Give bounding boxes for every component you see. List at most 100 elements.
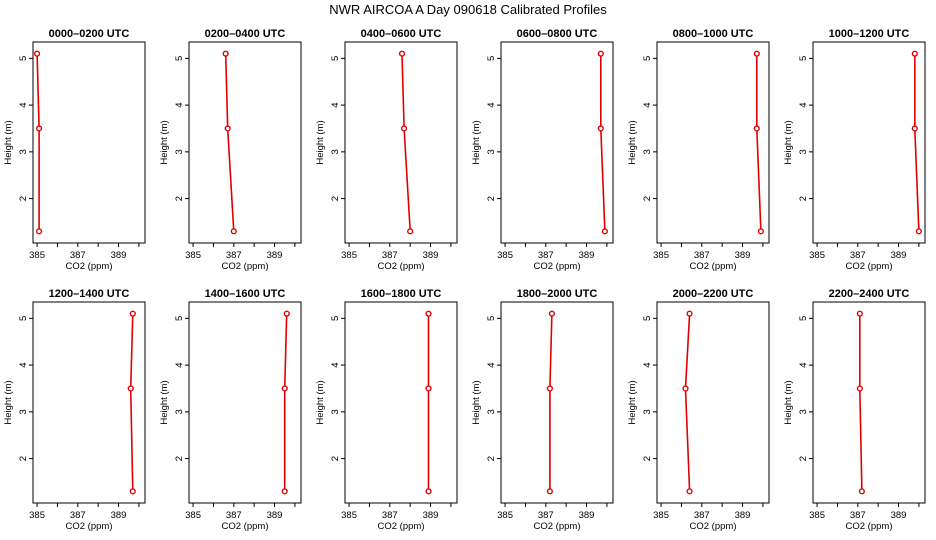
profile-panel: 1000–1200 UTC 385 387 389 2 3 4 5 CO2 (ppm) Heigh… (783, 28, 926, 272)
plot-frame (656, 41, 770, 244)
x-tick-label: 385 (341, 510, 357, 521)
data-point (400, 125, 408, 132)
plot-frame (188, 41, 302, 244)
y-tick-label: 3 (798, 149, 809, 154)
y-tick-label: 2 (18, 456, 29, 461)
y-tick-label: 4 (798, 102, 809, 107)
y-tick-label: 2 (330, 196, 341, 201)
x-tick-label: 385 (653, 250, 669, 261)
panel-title: 0400–0600 UTC (361, 28, 442, 40)
x-tick-label: 387 (538, 510, 554, 521)
profile-panel: 0400–0600 UTC 385 387 389 2 3 4 5 CO2 (ppm) Heigh… (315, 28, 458, 272)
y-tick-label: 2 (642, 196, 653, 201)
x-tick-label: 389 (735, 250, 751, 261)
panel-title: 0600–0800 UTC (517, 28, 598, 40)
data-point (548, 310, 556, 317)
y-tick-label: 4 (174, 362, 185, 367)
x-tick-label: 387 (850, 510, 866, 521)
y-tick-label: 4 (486, 102, 497, 107)
series-line (283, 313, 288, 492)
data-point (597, 125, 604, 132)
y-tick-label: 3 (486, 149, 497, 154)
x-tick-label: 387 (382, 510, 398, 521)
series-line (224, 53, 235, 232)
y-tick-label: 4 (798, 362, 809, 367)
series-line (755, 53, 762, 232)
x-tick-label: 389 (423, 250, 439, 261)
series-line (684, 313, 691, 492)
y-tick-label: 5 (330, 56, 341, 61)
y-tick-label: 2 (798, 196, 809, 201)
x-tick-label: 385 (809, 250, 825, 261)
profile-panel: 2200–2400 UTC 385 387 389 2 3 4 5 CO2 (ppm) Heigh… (783, 288, 926, 532)
data-point (915, 228, 922, 235)
y-tick-label: 5 (18, 56, 29, 61)
y-axis-label: Height (m) (315, 120, 326, 164)
data-point (283, 310, 290, 317)
data-point (36, 228, 43, 235)
data-point (753, 125, 760, 132)
series-line (549, 313, 553, 492)
y-axis-label: Height (m) (627, 380, 638, 424)
y-tick-label: 5 (486, 316, 497, 321)
profile-panel: 0200–0400 UTC 385 387 389 2 3 4 5 CO2 (ppm) Heigh… (159, 28, 302, 272)
y-axis-label: Height (m) (627, 120, 638, 164)
series-line (129, 313, 134, 492)
data-point (858, 488, 865, 495)
x-tick-label: 387 (226, 250, 242, 261)
y-tick-label: 4 (174, 102, 185, 107)
x-tick-label: 389 (267, 250, 283, 261)
x-tick-label: 385 (653, 510, 669, 521)
x-tick-label: 385 (29, 250, 45, 261)
plot-frame (812, 41, 926, 244)
data-point (911, 125, 918, 132)
y-axis-label: Height (m) (471, 380, 482, 424)
y-axis-label: Height (m) (159, 120, 170, 164)
data-point (757, 228, 764, 235)
x-axis-label: CO2 (ppm) (222, 521, 269, 532)
y-tick-label: 4 (486, 362, 497, 367)
data-point (224, 125, 231, 132)
x-axis-label: CO2 (ppm) (690, 261, 737, 272)
x-tick-label: 389 (111, 510, 127, 521)
profile-panel: 1600–1800 UTC 385 387 389 2 3 4 5 CO2 (ppm) Heigh… (315, 288, 458, 532)
y-axis-label: Height (m) (783, 120, 794, 164)
y-tick-label: 3 (174, 149, 185, 154)
x-tick-label: 385 (185, 510, 201, 521)
x-tick-label: 385 (29, 510, 45, 521)
y-tick-label: 5 (174, 316, 185, 321)
data-point (281, 488, 288, 495)
y-axis-label: Height (m) (159, 380, 170, 424)
x-axis-label: CO2 (ppm) (66, 261, 113, 272)
x-tick-label: 387 (694, 250, 710, 261)
x-tick-label: 387 (538, 250, 554, 261)
data-point (36, 125, 43, 132)
x-tick-label: 387 (226, 510, 242, 521)
plot-frame (656, 301, 770, 504)
profile-panel: 0000–0200 UTC 385 387 389 2 3 4 5 CO2 (ppm) Heigh… (3, 28, 146, 272)
x-axis-label: CO2 (ppm) (846, 261, 893, 272)
x-tick-label: 385 (341, 250, 357, 261)
data-point (856, 385, 863, 392)
panel-title: 1400–1600 UTC (205, 288, 286, 300)
y-tick-label: 2 (486, 196, 497, 201)
profile-panel: 0800–1000 UTC 385 387 389 2 3 4 5 CO2 (ppm) Heigh… (627, 28, 770, 272)
data-point (230, 228, 237, 235)
x-tick-label: 389 (423, 510, 439, 521)
plot-frame (500, 301, 614, 504)
panel-title: 1600–1800 UTC (361, 288, 442, 300)
x-tick-label: 387 (850, 250, 866, 261)
x-axis-label: CO2 (ppm) (690, 521, 737, 532)
y-tick-label: 5 (642, 316, 653, 321)
data-point (33, 50, 41, 57)
x-tick-label: 389 (111, 250, 127, 261)
x-axis-label: CO2 (ppm) (66, 521, 113, 532)
data-point (546, 385, 553, 392)
data-point (597, 50, 604, 57)
x-tick-label: 389 (579, 510, 595, 521)
y-tick-label: 4 (642, 362, 653, 367)
data-point (601, 228, 608, 235)
y-tick-label: 2 (174, 196, 185, 201)
plot-frame (188, 301, 302, 504)
